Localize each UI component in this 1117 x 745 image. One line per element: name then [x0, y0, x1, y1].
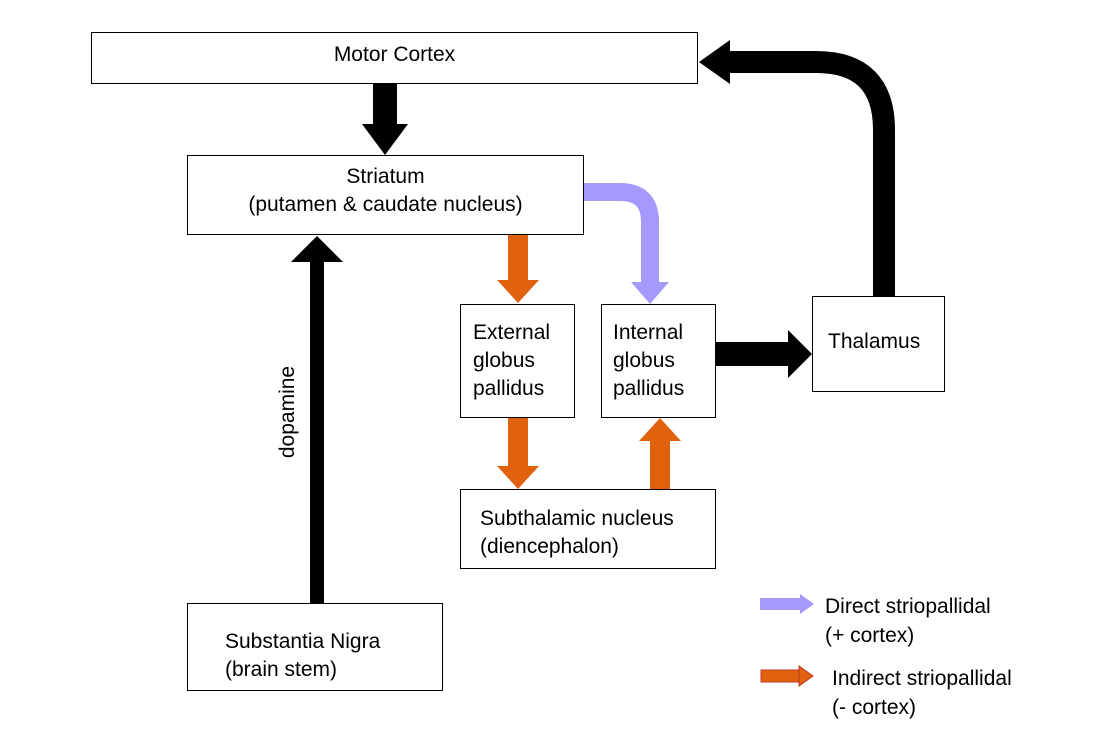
- arrow-motor-to-striatum: [362, 84, 408, 155]
- legend-indirect-label: Indirect striopallidal: [832, 667, 1012, 690]
- legend-direct: Direct striopallidal (+ cortex): [825, 592, 991, 650]
- subthalamic-nucleus-node: Subthalamic nucleus (diencephalon): [460, 489, 716, 569]
- substantia-nigra-label: Substantia Nigra: [225, 630, 381, 653]
- internal-globus-pallidus-node: Internal globus pallidus: [601, 304, 716, 418]
- internal-gp-line2: globus: [613, 349, 675, 372]
- external-globus-pallidus-node: External globus pallidus: [460, 304, 575, 418]
- legend-indirect: Indirect striopallidal (- cortex): [832, 664, 1012, 722]
- internal-gp-line3: pallidus: [613, 377, 685, 400]
- substantia-nigra-node: Substantia Nigra (brain stem): [187, 603, 443, 691]
- subthalamic-sublabel: (diencephalon): [480, 535, 619, 558]
- external-gp-line2: globus: [473, 349, 535, 372]
- arrow-striatum-to-internal-gp: [584, 183, 669, 304]
- external-gp-line3: pallidus: [473, 377, 545, 400]
- striatum-node: Striatum (putamen & caudate nucleus): [187, 155, 584, 235]
- dopamine-edge-label: dopamine: [276, 365, 299, 459]
- arrow-striatum-to-external-gp: [497, 235, 539, 303]
- arrow-internal-gp-to-thalamus: [716, 330, 812, 378]
- substantia-nigra-sublabel: (brain stem): [225, 658, 338, 681]
- arrow-external-gp-to-subthalamic: [497, 418, 539, 489]
- legend-direct-label: Direct striopallidal: [825, 595, 991, 618]
- arrow-nigra-to-striatum: [291, 236, 343, 603]
- external-gp-line1: External: [473, 321, 551, 344]
- thalamus-label: Thalamus: [828, 330, 921, 353]
- motor-cortex-label: Motor Cortex: [333, 43, 456, 66]
- legend-indirect-swatch: [760, 665, 814, 687]
- subthalamic-label: Subthalamic nucleus: [480, 507, 674, 530]
- internal-gp-line1: Internal: [613, 321, 684, 344]
- striatum-label: Striatum: [346, 165, 425, 188]
- legend-direct-sublabel: (+ cortex): [825, 624, 915, 647]
- motor-cortex-node: Motor Cortex: [91, 32, 698, 84]
- legend-direct-swatch: [760, 594, 814, 614]
- legend-indirect-sublabel: (- cortex): [832, 696, 916, 719]
- arrow-thalamus-to-motor-cortex: [699, 40, 895, 296]
- arrow-subthalamic-to-internal-gp: [639, 418, 681, 489]
- striatum-sublabel: (putamen & caudate nucleus): [248, 193, 523, 216]
- thalamus-node: Thalamus: [812, 296, 945, 392]
